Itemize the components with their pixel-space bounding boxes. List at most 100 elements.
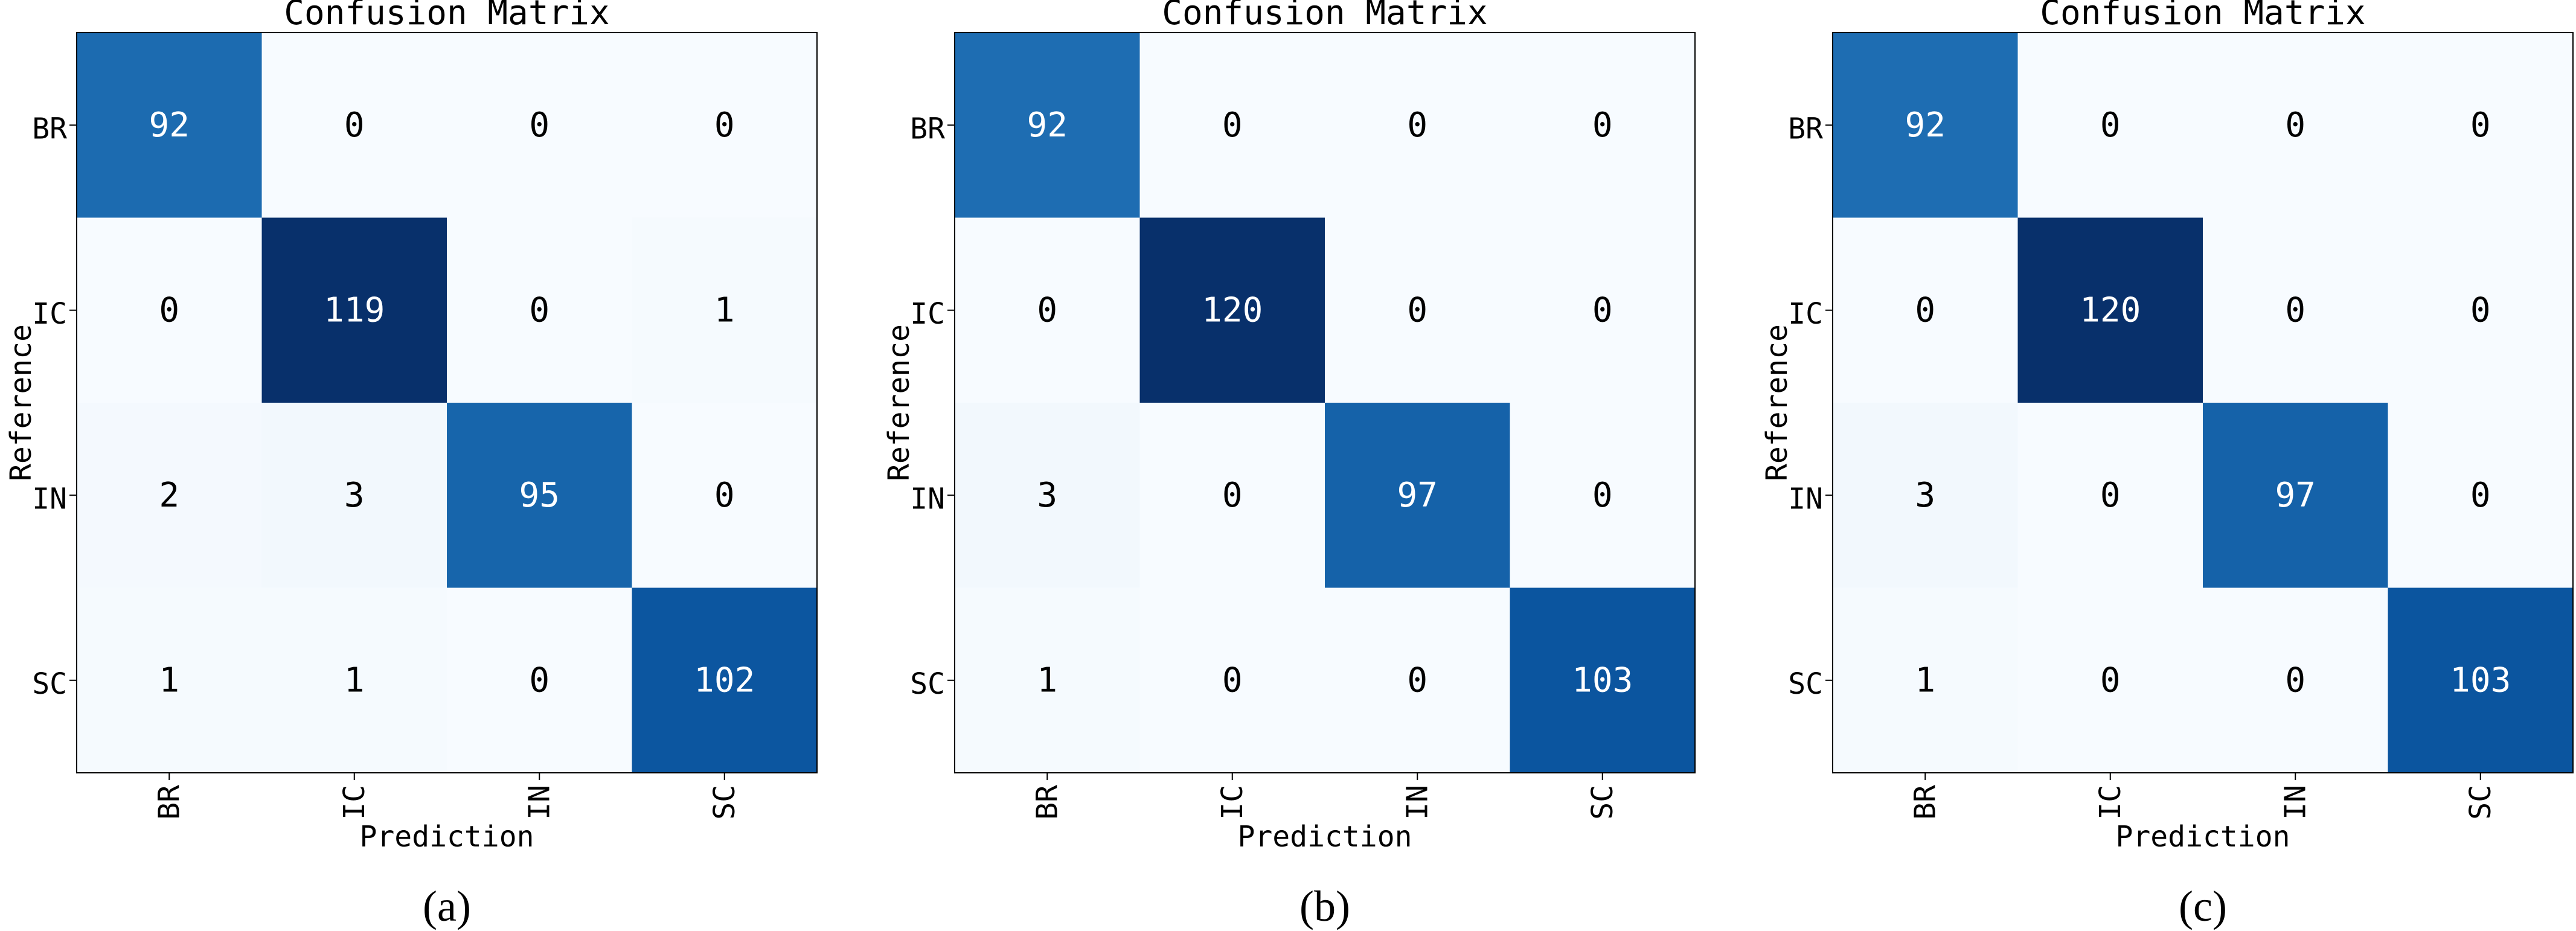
chart-title: Confusion Matrix <box>1162 0 1487 33</box>
y-tick-label: SC <box>32 667 67 701</box>
y-tick-label: SC <box>910 667 945 701</box>
heatmap-cell <box>77 217 262 403</box>
cell-value-label: 3 <box>1037 476 1057 515</box>
cell-value-label: 1 <box>714 290 735 330</box>
cell-value-label: 2 <box>159 476 179 515</box>
heatmap-cell <box>1510 587 1696 773</box>
heatmap-cell <box>261 587 447 773</box>
cell-value-label: 103 <box>1572 661 1633 700</box>
cell-value-label: 0 <box>2100 661 2121 700</box>
heatmap-cell <box>261 33 447 218</box>
cell-value-label: 95 <box>519 476 560 515</box>
cell-value-label: 103 <box>2450 661 2511 700</box>
x-tick-label: IC <box>1216 785 1249 820</box>
y-tick-label: IN <box>1788 482 1823 516</box>
cell-value-label: 92 <box>149 106 190 145</box>
cell-value-label: 92 <box>1905 106 1946 145</box>
chart-title: Confusion Matrix <box>284 0 609 33</box>
x-tick-label: BR <box>1030 785 1064 820</box>
cell-value-label: 0 <box>344 106 365 145</box>
cell-value-label: 0 <box>714 476 735 515</box>
heatmap-cell <box>632 217 818 403</box>
cell-value-label: 0 <box>714 106 735 145</box>
cell-value-label: 0 <box>1592 106 1613 145</box>
heatmap-cell <box>632 403 818 588</box>
heatmap-cell <box>2017 217 2203 403</box>
cell-value-label: 0 <box>1407 290 1427 330</box>
panel-label: (c) <box>2179 882 2227 930</box>
y-tick-label: SC <box>1788 667 1823 701</box>
y-tick-label: BR <box>32 112 67 146</box>
heatmap-cell <box>2388 587 2574 773</box>
heatmap-cell <box>447 587 632 773</box>
cell-value-label: 0 <box>1592 290 1613 330</box>
heatmap-cell <box>2203 217 2388 403</box>
cell-value-label: 1 <box>1037 661 1057 700</box>
cell-value-label: 0 <box>1222 106 1243 145</box>
cell-value-label: 0 <box>2470 476 2491 515</box>
heatmap-cell <box>1325 33 1510 218</box>
x-axis-label: Prediction <box>360 820 534 854</box>
cell-value-label: 102 <box>694 661 755 700</box>
cell-value-label: 0 <box>2285 106 2305 145</box>
cell-value-label: 92 <box>1027 106 1068 145</box>
heatmap-cell <box>77 33 262 218</box>
x-tick-label: IC <box>338 785 371 820</box>
cell-value-label: 0 <box>1222 476 1243 515</box>
heatmap-cell <box>1510 33 1696 218</box>
axes-frame <box>1832 32 2574 773</box>
heatmap-cell <box>2017 587 2203 773</box>
heatmap-cell <box>1139 403 1325 588</box>
heatmap-cell <box>955 403 1140 588</box>
heatmap-cell <box>261 217 447 403</box>
confusion-matrix-panel: 92 0 0 0 0 120 0 0 3 0 97 0 1 0 0 103 Confusion Matrix BR… <box>1760 0 2574 930</box>
cell-value-label: 97 <box>1397 476 1438 515</box>
cell-value-label: 3 <box>1915 476 1935 515</box>
cell-value-label: 0 <box>2100 476 2121 515</box>
x-tick-label: SC <box>2464 785 2498 820</box>
heatmap-cell <box>447 403 632 588</box>
heatmap-cell <box>1139 217 1325 403</box>
heatmap-cell <box>1139 587 1325 773</box>
cell-value-label: 0 <box>1222 661 1243 700</box>
cell-value-label: 1 <box>159 661 179 700</box>
heatmap-cell <box>632 587 818 773</box>
y-tick-label: IN <box>910 482 945 516</box>
y-tick-label: IC <box>32 297 67 331</box>
heatmap-cell <box>1833 33 2018 218</box>
x-tick-label: BR <box>1908 785 1942 820</box>
heatmap-cell <box>77 587 262 773</box>
y-tick-label: IC <box>1788 297 1823 331</box>
heatmap-cell <box>1325 217 1510 403</box>
cell-value-label: 0 <box>159 290 179 330</box>
y-tick-label: IN <box>32 482 67 516</box>
x-axis-label: Prediction <box>2116 820 2290 854</box>
cell-value-label: 0 <box>2285 661 2305 700</box>
cell-value-label: 0 <box>2470 106 2491 145</box>
y-tick-label: BR <box>1788 112 1823 146</box>
heatmap-cell <box>955 587 1140 773</box>
heatmap-cell <box>447 217 632 403</box>
cell-value-label: 0 <box>1407 106 1427 145</box>
cell-value-label: 0 <box>2100 106 2121 145</box>
cell-value-label: 0 <box>2470 290 2491 330</box>
heatmap-cell <box>1833 587 2018 773</box>
heatmap-cell <box>2203 33 2388 218</box>
y-axis-label: Reference <box>882 324 916 481</box>
heatmap-cell <box>955 33 1140 218</box>
cell-value-label: 3 <box>344 476 365 515</box>
heatmap-cell <box>1139 33 1325 218</box>
cell-value-label: 120 <box>1202 290 1263 330</box>
confusion-matrix-panel: 92 0 0 0 0 120 0 0 3 0 97 0 1 0 0 103 Confusion Matrix BR… <box>882 0 1696 930</box>
cell-value-label: 1 <box>344 661 365 700</box>
heatmap-cell <box>1833 403 2018 588</box>
heatmap-cell <box>1325 587 1510 773</box>
heatmap-cell <box>1833 217 2018 403</box>
panel-label: (a) <box>423 882 471 930</box>
x-tick-label: SC <box>1586 785 1620 820</box>
confusion-matrix-panel: 92 0 0 0 0 119 0 1 2 3 95 0 1 1 0 102 Confusion Matrix BR… <box>4 0 818 930</box>
x-tick-label: IN <box>1400 785 1434 820</box>
cell-value-label: 97 <box>2275 476 2316 515</box>
heatmap-cell <box>2017 33 2203 218</box>
